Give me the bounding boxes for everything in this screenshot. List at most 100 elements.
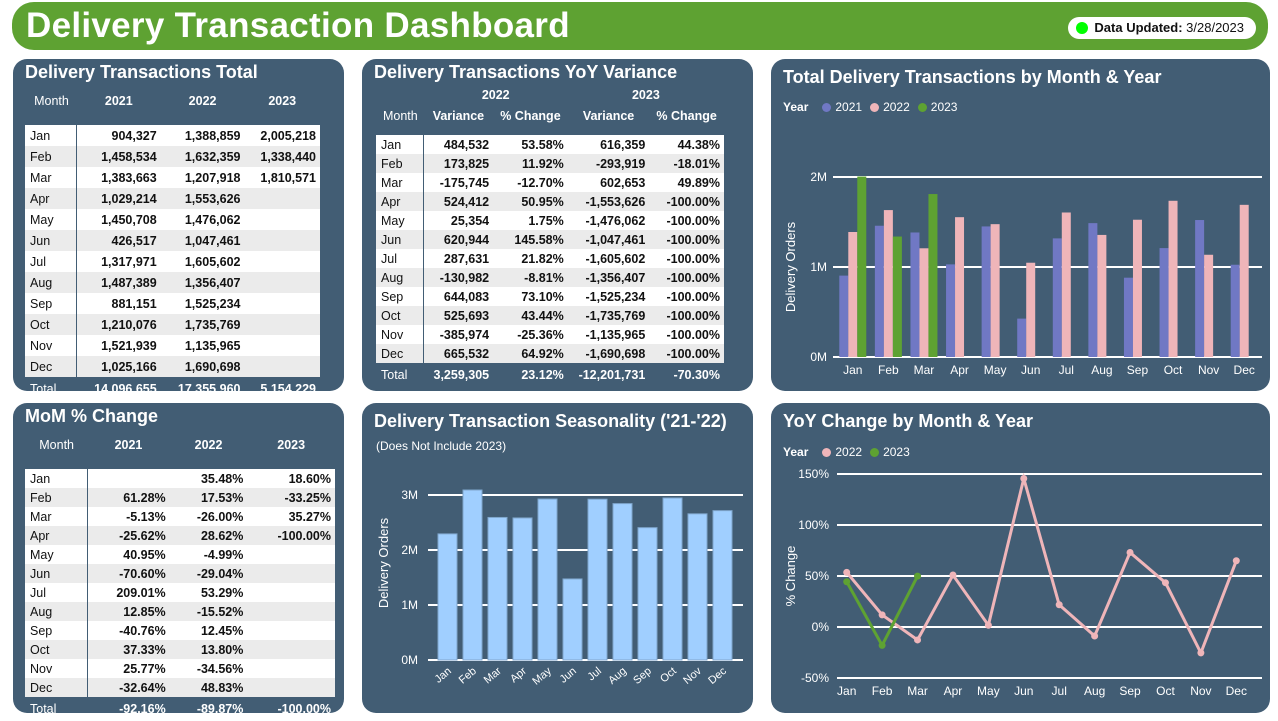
y-axis-label: Delivery Orders — [783, 221, 798, 312]
point-2022-Feb[interactable] — [878, 611, 886, 619]
legend-item[interactable]: 2022 — [883, 100, 910, 114]
point-2023-Jan[interactable] — [843, 578, 851, 586]
column-header[interactable]: 2021 — [114, 438, 143, 452]
legend-item[interactable]: 2021 — [835, 100, 863, 114]
point-2022-Jan[interactable] — [843, 568, 851, 576]
column-header[interactable]: Variance — [432, 109, 485, 123]
status-dot-icon — [1076, 22, 1089, 34]
bar-2021-Nov[interactable] — [1195, 220, 1205, 357]
bar-2022-Nov[interactable] — [1204, 254, 1214, 357]
month-cell: Mar — [25, 167, 78, 188]
bar-2022-Sep[interactable] — [1132, 219, 1142, 357]
bar-Feb[interactable] — [462, 489, 483, 661]
bar-Dec[interactable] — [712, 510, 733, 661]
column-header[interactable]: Month — [382, 109, 418, 123]
point-2022-Nov[interactable] — [1197, 649, 1205, 657]
legend-item[interactable]: 2023 — [930, 100, 958, 114]
bar-2021-Jun[interactable] — [1017, 318, 1027, 357]
bar-2022-Feb[interactable] — [883, 210, 893, 357]
bar-Jun[interactable] — [562, 578, 583, 661]
point-2023-Feb[interactable] — [878, 641, 886, 649]
bar-Oct[interactable] — [662, 497, 683, 661]
point-2022-Sep[interactable] — [1126, 548, 1134, 556]
point-2022-Aug[interactable] — [1091, 632, 1099, 640]
bar-2023-Feb[interactable] — [892, 236, 902, 357]
bar-2022-Jun[interactable] — [1026, 262, 1036, 357]
bar-2021-Sep[interactable] — [1123, 277, 1133, 357]
legend-item[interactable]: 2022 — [835, 445, 863, 459]
point-2022-Oct[interactable] — [1161, 579, 1169, 587]
bar-2022-May[interactable] — [990, 224, 1000, 357]
bar-Mar[interactable] — [487, 516, 508, 661]
table-cell: 44.38% — [677, 137, 720, 152]
table-cell: 1,356,407 — [184, 275, 241, 290]
point-2022-Jul[interactable] — [1055, 601, 1063, 609]
column-header[interactable]: % Change — [500, 109, 561, 123]
table-row: Nov 25.77% -34.56% — [25, 659, 335, 678]
table-row: Apr 1,029,214 1,553,626 — [25, 188, 320, 209]
table-cell: -1,356,407 — [585, 270, 646, 285]
point-2022-Dec[interactable] — [1232, 557, 1240, 565]
column-header[interactable]: Variance — [582, 109, 635, 123]
month-cell: Jun — [376, 230, 425, 249]
bar-2021-Mar[interactable] — [910, 232, 920, 357]
bar-2021-Feb[interactable] — [874, 225, 884, 357]
bar-2022-Mar[interactable] — [919, 248, 929, 357]
bar-2021-Jul[interactable] — [1052, 238, 1062, 357]
point-2022-Mar[interactable] — [914, 636, 922, 644]
column-header[interactable]: 2022 — [188, 94, 217, 108]
x-tick-label: Mar — [482, 665, 504, 687]
table-cell: -1,553,626 — [585, 194, 646, 209]
bar-2023-Jan[interactable] — [857, 176, 867, 357]
table-cell: 1,338,440 — [260, 149, 316, 164]
month-cell: Apr — [25, 526, 88, 545]
bar-2021-May[interactable] — [981, 226, 991, 357]
variance-table: 2022 2023 Month Variance % Change Variance % C… — [376, 85, 724, 387]
point-2022-May[interactable] — [984, 621, 992, 629]
bar-2021-Dec[interactable] — [1230, 264, 1240, 357]
column-header[interactable]: Month — [39, 438, 75, 452]
bar-2021-Oct[interactable] — [1159, 248, 1169, 357]
table-cell: 1,810,571 — [260, 170, 316, 185]
column-header[interactable]: 2023 — [277, 438, 306, 452]
table-cell: -100.00% — [666, 270, 720, 285]
table-cell: 173,825 — [443, 156, 490, 171]
bar-Nov[interactable] — [687, 513, 708, 661]
point-2023-Mar[interactable] — [914, 572, 922, 580]
table-cell: 1,029,214 — [101, 191, 157, 206]
x-tick-label: Mar — [907, 684, 928, 698]
bar-Aug[interactable] — [612, 503, 633, 661]
table-cell: -100.00% — [666, 327, 720, 342]
table-cell: 1,388,859 — [184, 128, 241, 143]
column-header[interactable]: 2023 — [268, 94, 297, 108]
bar-2022-Oct[interactable] — [1168, 200, 1178, 357]
bar-Sep[interactable] — [637, 527, 658, 661]
bar-2021-Apr[interactable] — [946, 264, 956, 357]
bar-2021-Aug[interactable] — [1088, 223, 1098, 357]
column-header[interactable]: 2021 — [104, 94, 133, 108]
bar-2022-Apr[interactable] — [955, 217, 965, 357]
point-2022-Apr[interactable] — [949, 571, 957, 579]
bar-Jan[interactable] — [437, 533, 458, 661]
point-2022-Jun[interactable] — [1020, 475, 1028, 483]
x-tick-label: Jan — [837, 684, 856, 698]
bar-2022-Aug[interactable] — [1097, 234, 1107, 357]
column-header[interactable]: % Change — [656, 109, 717, 123]
column-header[interactable]: Month — [34, 94, 69, 108]
legend-item[interactable]: 2023 — [883, 445, 910, 459]
bar-Jul[interactable] — [587, 498, 608, 661]
bar-2023-Mar[interactable] — [928, 194, 938, 357]
x-tick-label: Apr — [950, 363, 969, 377]
bar-2022-Dec[interactable] — [1239, 204, 1249, 357]
month-cell: Oct — [25, 640, 88, 659]
column-header[interactable]: 2022 — [194, 438, 223, 452]
bar-2021-Jan[interactable] — [839, 275, 849, 357]
mom-title: MoM % Change — [25, 406, 158, 426]
table-cell: 1,025,166 — [101, 359, 157, 374]
bar-Apr[interactable] — [512, 517, 533, 661]
bar-2022-Jul[interactable] — [1061, 212, 1071, 357]
bar-May[interactable] — [537, 498, 558, 661]
table-cell: -25.36% — [517, 327, 564, 342]
bar-2022-Jan[interactable] — [848, 232, 858, 357]
line-2022[interactable] — [845, 472, 1238, 657]
